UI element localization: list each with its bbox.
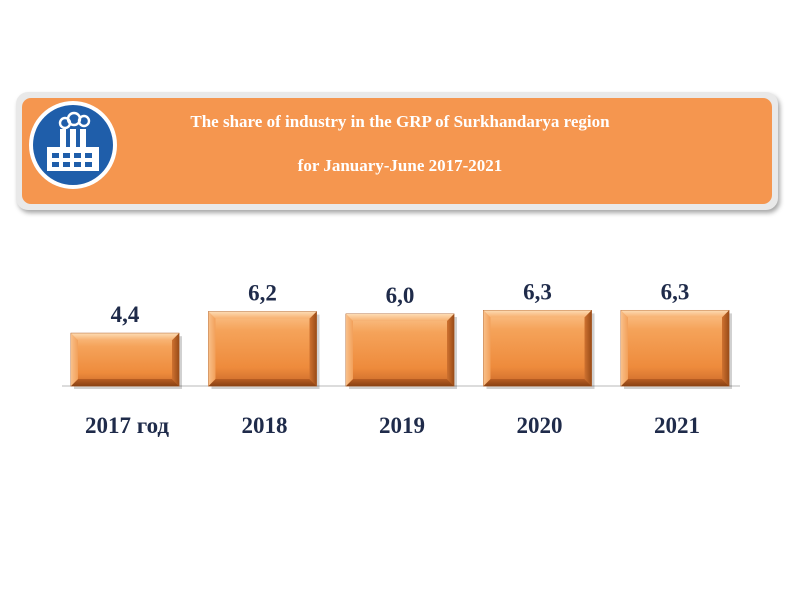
bar-2 [345, 313, 457, 389]
bar-1 [208, 311, 320, 389]
value-label-0: 4,4 [111, 302, 140, 327]
value-label-1: 6,2 [248, 281, 277, 306]
category-label-2: 2019 [379, 413, 425, 438]
value-label-4: 6,3 [661, 279, 690, 304]
category-label-1: 2018 [242, 413, 288, 438]
factory-icon [29, 101, 117, 189]
title-banner [22, 98, 772, 204]
category-label-3: 2020 [517, 413, 563, 438]
bar-0 [70, 332, 182, 389]
category-label-0: 2017 год [85, 413, 169, 438]
category-label-4: 2021 [654, 413, 700, 438]
chart-title-line-2: for January-June 2017-2021 [297, 156, 503, 175]
value-label-3: 6,3 [523, 279, 552, 304]
value-label-2: 6,0 [386, 283, 415, 308]
bar-3 [483, 309, 595, 389]
chart-title-line-1: The share of industry in the GRP of Surk… [190, 112, 610, 131]
bar-4 [620, 309, 732, 389]
